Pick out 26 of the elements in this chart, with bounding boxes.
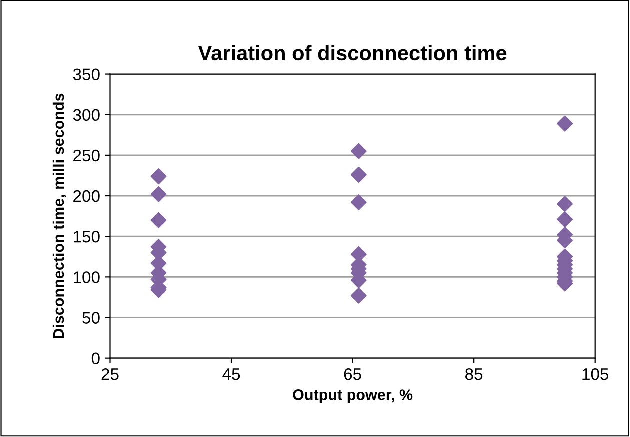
y-tick-label: 100 (74, 272, 100, 284)
y-tick-label: 250 (74, 150, 100, 162)
x-tick-label: 85 (466, 368, 483, 380)
y-tick-label: 0 (92, 352, 100, 365)
point (350, 288, 367, 304)
y-tick-label: 150 (74, 231, 100, 243)
point (557, 196, 574, 212)
y-axis-title: Disconnection time, milli seconds (52, 94, 66, 338)
point (350, 166, 367, 183)
x-tick-label: 25 (102, 368, 119, 380)
x-axis-title: Output power, % (293, 390, 413, 404)
y-tick-label: 350 (73, 68, 100, 80)
x-tick-label: 65 (344, 368, 362, 380)
point (557, 212, 574, 228)
point (150, 212, 167, 228)
y-tick-label: 200 (74, 190, 100, 202)
x-tick-label: 105 (582, 368, 609, 380)
y-tick-label: 300 (73, 109, 100, 122)
chart-title: Variation of disconnection time (198, 45, 507, 61)
point (150, 186, 167, 202)
point (350, 194, 367, 210)
y-tick-label: 50 (82, 312, 100, 324)
x-tick-label: 45 (222, 368, 240, 380)
point (350, 143, 367, 160)
point (150, 168, 167, 185)
point (557, 116, 574, 132)
